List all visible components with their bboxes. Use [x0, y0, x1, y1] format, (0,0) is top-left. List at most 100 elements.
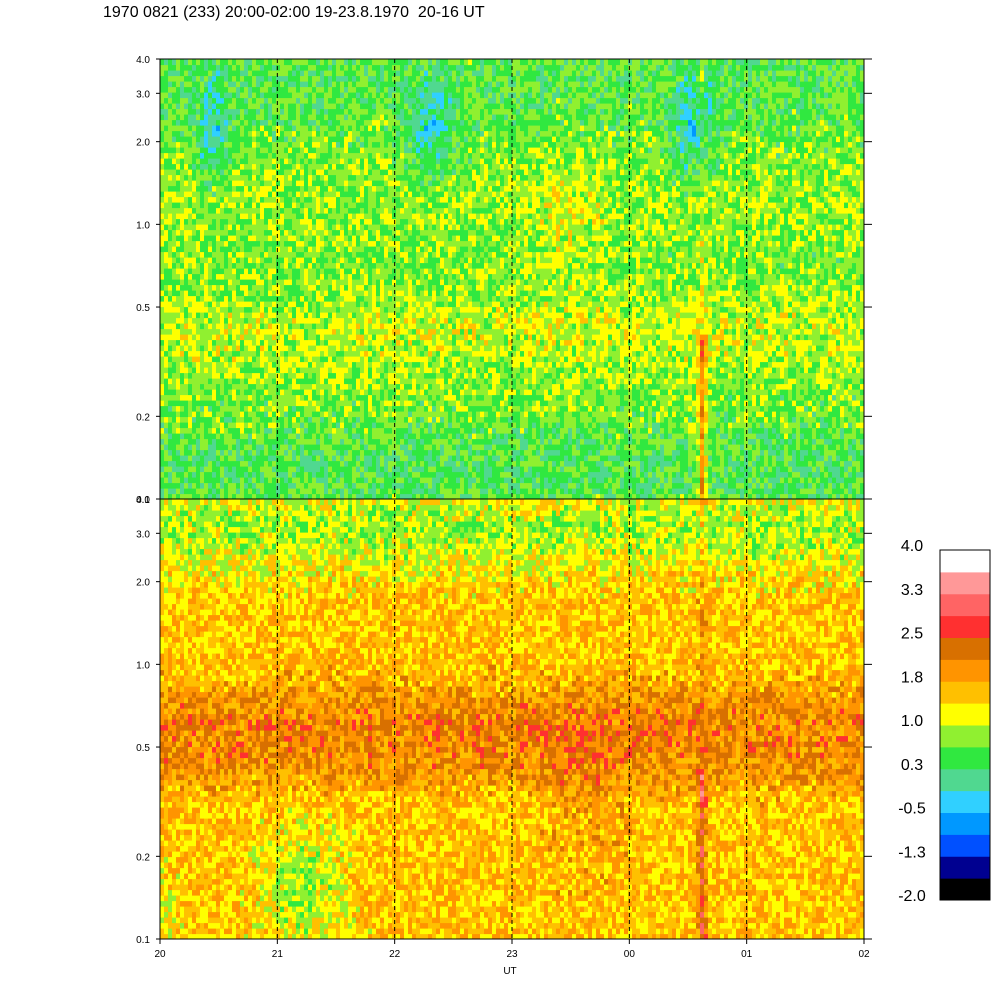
- heatmap-cell: [244, 174, 249, 181]
- heatmap-cell: [264, 350, 269, 357]
- heatmap-cell: [172, 312, 177, 319]
- heatmap-cell: [384, 169, 389, 176]
- heatmap-cell: [292, 268, 297, 275]
- heatmap-cell: [216, 438, 221, 445]
- heatmap-cell: [276, 493, 281, 499]
- heatmap-cell: [320, 301, 325, 308]
- heatmap-cell: [212, 213, 217, 220]
- heatmap-cell: [204, 433, 209, 440]
- heatmap-cell: [316, 438, 321, 445]
- heatmap-cell: [304, 284, 309, 291]
- heatmap-cell: [288, 471, 293, 478]
- heatmap-cell: [312, 218, 317, 225]
- heatmap-cell: [292, 295, 297, 302]
- heatmap-cell: [184, 119, 189, 126]
- heatmap-cell: [284, 350, 289, 357]
- heatmap-cell: [228, 466, 233, 473]
- heatmap-cell: [236, 378, 241, 385]
- heatmap-cell: [168, 345, 173, 352]
- heatmap-cell: [344, 141, 349, 148]
- heatmap-cell: [352, 262, 357, 269]
- heatmap-cell: [200, 103, 205, 110]
- heatmap-cell: [328, 97, 333, 104]
- heatmap-cell: [264, 328, 269, 335]
- heatmap-cell: [172, 169, 177, 176]
- heatmap-cell: [336, 493, 341, 499]
- heatmap-cell: [296, 493, 301, 499]
- heatmap-cell: [336, 328, 341, 335]
- heatmap-cell: [228, 119, 233, 126]
- heatmap-cell: [240, 427, 245, 434]
- heatmap-cell: [356, 240, 361, 247]
- heatmap-cell: [380, 108, 385, 115]
- heatmap-cell: [240, 174, 245, 181]
- heatmap-cell: [268, 383, 273, 390]
- heatmap-cell: [196, 455, 201, 462]
- heatmap-cell: [400, 213, 405, 220]
- heatmap-cell: [220, 411, 225, 418]
- heatmap-cell: [400, 411, 405, 418]
- heatmap-cell: [268, 323, 273, 330]
- heatmap-cell: [260, 64, 265, 71]
- heatmap-cell: [200, 136, 205, 143]
- heatmap-cell: [404, 202, 409, 209]
- heatmap-cell: [160, 169, 165, 176]
- heatmap-cell: [308, 350, 313, 357]
- heatmap-cell: [380, 339, 385, 346]
- heatmap-cell: [264, 466, 269, 473]
- heatmap-cell: [272, 488, 277, 495]
- heatmap-cell: [244, 229, 249, 236]
- heatmap-cell: [248, 246, 253, 253]
- heatmap-cell: [184, 438, 189, 445]
- heatmap-cell: [300, 301, 305, 308]
- heatmap-cell: [360, 174, 365, 181]
- heatmap-cell: [288, 334, 293, 341]
- heatmap-cell: [396, 334, 401, 341]
- heatmap-cell: [372, 438, 377, 445]
- heatmap-cell: [192, 202, 197, 209]
- heatmap-cell: [280, 350, 285, 357]
- heatmap-cell: [240, 444, 245, 451]
- heatmap-cell: [244, 207, 249, 214]
- heatmap-cell: [164, 378, 169, 385]
- heatmap-cell: [176, 240, 181, 247]
- heatmap-cell: [248, 427, 253, 434]
- heatmap-cell: [288, 86, 293, 93]
- heatmap-cell: [296, 466, 301, 473]
- heatmap-cell: [196, 356, 201, 363]
- heatmap-cell: [388, 328, 393, 335]
- heatmap-cell: [332, 125, 337, 132]
- heatmap-cell: [240, 240, 245, 247]
- heatmap-cell: [224, 438, 229, 445]
- heatmap-cell: [172, 213, 177, 220]
- heatmap-cell: [368, 339, 373, 346]
- heatmap-cell: [316, 240, 321, 247]
- heatmap-cell: [340, 466, 345, 473]
- heatmap-cell: [252, 257, 257, 264]
- heatmap-cell: [372, 273, 377, 280]
- heatmap-cell: [228, 268, 233, 275]
- heatmap-cell: [396, 482, 401, 489]
- heatmap-cell: [256, 422, 261, 429]
- heatmap-cell: [380, 224, 385, 231]
- heatmap-cell: [404, 92, 409, 99]
- heatmap-cell: [404, 235, 409, 242]
- heatmap-cell: [300, 191, 305, 198]
- heatmap-cell: [312, 158, 317, 165]
- heatmap-cell: [256, 185, 261, 192]
- heatmap-cell: [192, 334, 197, 341]
- heatmap-cell: [276, 152, 281, 159]
- heatmap-cell: [368, 130, 373, 137]
- heatmap-cell: [248, 328, 253, 335]
- heatmap-cell: [356, 86, 361, 93]
- heatmap-cell: [244, 378, 249, 385]
- heatmap-cell: [348, 295, 353, 302]
- heatmap-cell: [288, 328, 293, 335]
- heatmap-cell: [396, 317, 401, 324]
- heatmap-cell: [252, 202, 257, 209]
- heatmap-cell: [364, 125, 369, 132]
- heatmap-cell: [232, 268, 237, 275]
- heatmap-cell: [204, 356, 209, 363]
- heatmap-cell: [160, 163, 165, 170]
- heatmap-cell: [372, 169, 377, 176]
